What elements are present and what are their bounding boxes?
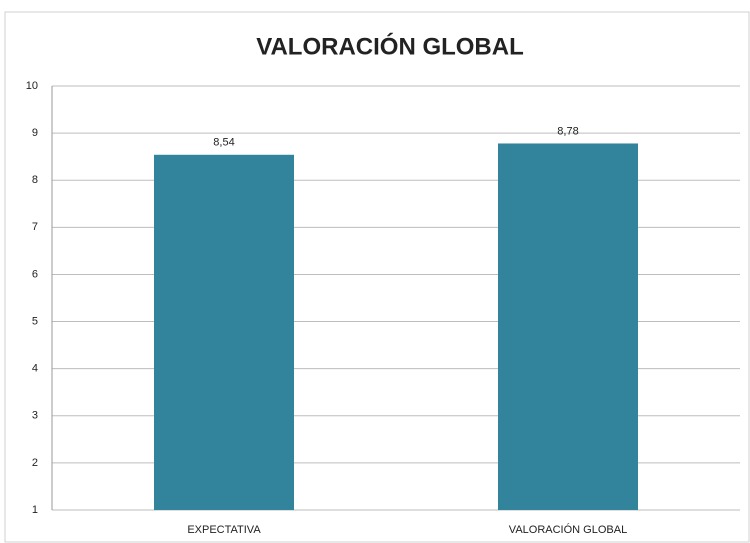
- value-label: 8,54: [213, 137, 234, 149]
- y-tick-label: 5: [32, 315, 38, 327]
- x-tick-label: VALORACIÓN GLOBAL: [509, 523, 627, 536]
- y-tick-label: 8: [32, 174, 38, 186]
- y-tick-label: 9: [32, 127, 38, 139]
- bar: [498, 143, 638, 510]
- y-tick-label: 2: [32, 457, 38, 469]
- y-tick-label: 7: [32, 221, 38, 233]
- y-tick-label: 4: [32, 363, 38, 375]
- x-tick-label: EXPECTATIVA: [187, 524, 261, 536]
- y-tick-label: 1: [32, 504, 38, 516]
- y-tick-label: 10: [26, 80, 38, 92]
- chart-title: VALORACIÓN GLOBAL: [256, 32, 524, 60]
- y-tick-label: 6: [32, 268, 38, 280]
- y-tick-label: 3: [32, 410, 38, 422]
- value-label: 8,78: [557, 125, 578, 137]
- bar: [154, 154, 294, 510]
